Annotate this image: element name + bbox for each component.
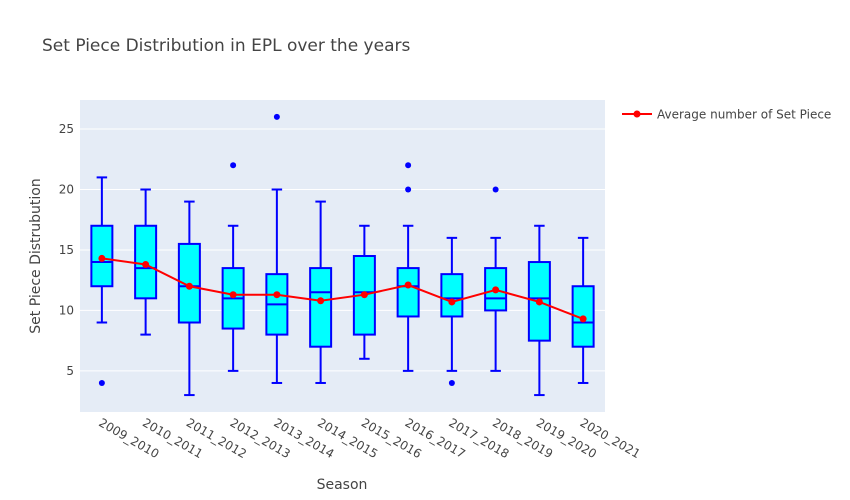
outlier-point: [405, 162, 412, 169]
average-point: [448, 298, 456, 306]
box-2016_2017[interactable]: [396, 162, 420, 372]
average-point: [98, 254, 106, 262]
outlier-point: [230, 162, 237, 169]
y-tick-label: 15: [59, 243, 74, 257]
average-point: [535, 298, 543, 306]
box-iqr: [396, 267, 420, 318]
y-tick-label: 5: [66, 364, 74, 378]
chart-title: Set Piece Distribution in EPL over the y…: [42, 36, 410, 56]
box-2013_2014[interactable]: [265, 113, 289, 384]
average-point: [360, 291, 368, 299]
box-2012_2013[interactable]: [221, 162, 245, 372]
average-point: [492, 286, 500, 294]
average-point: [142, 260, 150, 268]
outlier-point: [273, 113, 280, 120]
y-tick-label: 20: [59, 182, 74, 196]
x-axis-label: Season: [317, 477, 368, 493]
y-tick-label: 25: [59, 122, 74, 136]
average-line: [101, 257, 584, 320]
average-point: [273, 291, 281, 299]
outlier-point: [98, 379, 105, 386]
plot-area: [80, 100, 605, 412]
box-2014_2015[interactable]: [309, 200, 333, 384]
outlier-point: [492, 186, 499, 193]
outlier-point: [405, 186, 412, 193]
legend-label-average: Average number of Set Piece: [657, 108, 831, 122]
y-axis-ticks: 5 10 15 20 25: [59, 122, 74, 378]
gridlines: [80, 128, 605, 372]
average-point: [229, 291, 237, 299]
box-iqr: [440, 273, 464, 318]
average-line-series[interactable]: [98, 254, 587, 323]
box-series[interactable]: [90, 113, 595, 397]
legend[interactable]: Average number of Set Piece: [622, 108, 831, 122]
x-axis-ticks: 2009_20102010_20112011_20122012_20132013…: [96, 415, 642, 461]
average-point: [185, 282, 193, 290]
box-2017_2018[interactable]: [440, 236, 464, 386]
y-tick-label: 10: [59, 303, 74, 317]
average-point: [404, 281, 412, 289]
average-point: [579, 315, 587, 323]
legend-marker-symbol: [633, 110, 641, 118]
average-point: [317, 297, 325, 305]
box-iqr: [309, 267, 333, 348]
outlier-point: [448, 379, 455, 386]
y-axis-label: Set Piece Distrubution: [28, 178, 44, 334]
